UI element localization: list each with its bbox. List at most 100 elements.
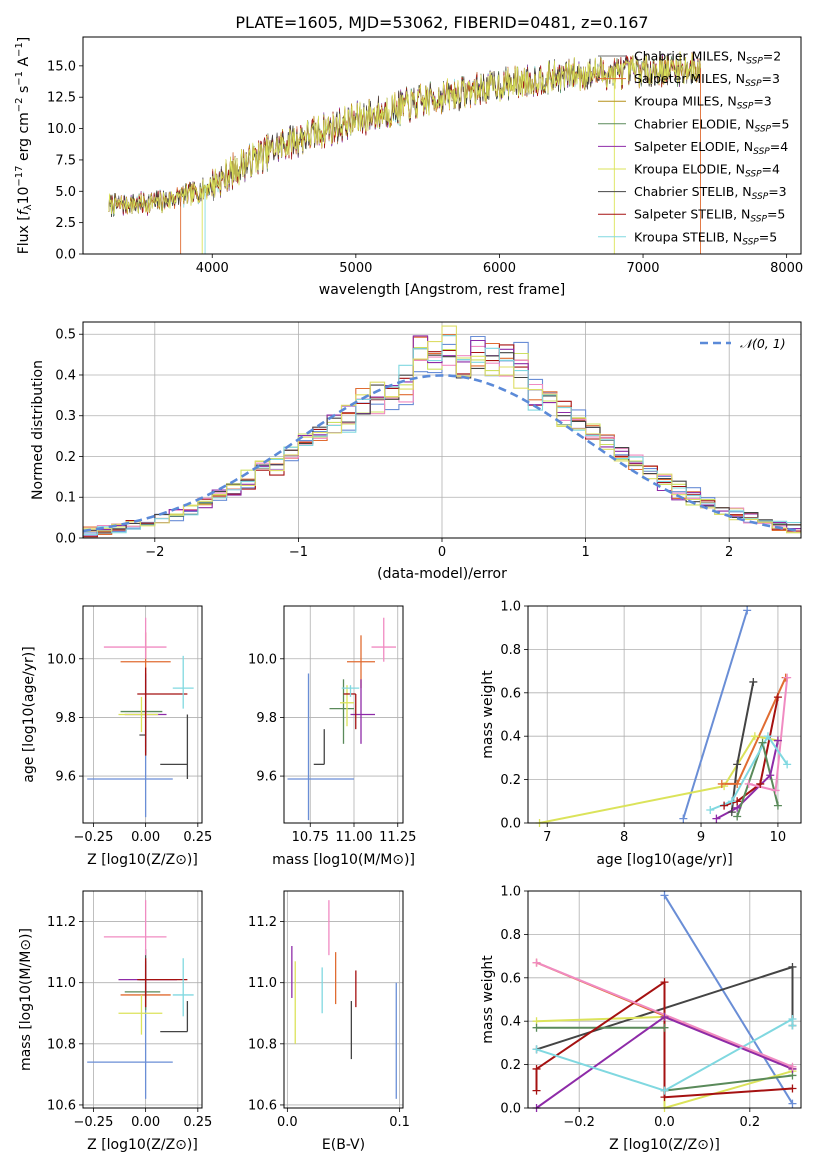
age_vs_Z-ylabel: age [log10(age/yr)] — [21, 646, 37, 782]
spectrum-ytick-label: 5.0 — [55, 185, 76, 200]
weight_vs_age-point-marker — [771, 786, 780, 795]
spectrum-ytick-label: 7.5 — [55, 153, 76, 168]
weight_vs_age-ylabel: mass weight — [480, 670, 496, 759]
spectrum-xtick-label: 5000 — [339, 261, 372, 276]
weight_vs_Z-ytick-label: 0.6 — [500, 971, 521, 986]
weight_vs_Z-point-marker — [788, 1062, 797, 1071]
spectrum-line-2 — [108, 51, 701, 215]
weight_vs_age-series-line-4 — [715, 740, 779, 820]
spectrum-ytick-label: 10.0 — [47, 122, 76, 137]
age_vs_Z-axes — [79, 605, 203, 827]
weight_vs_age-series-line-0 — [682, 610, 749, 819]
spectrum-xtick-label: 6000 — [483, 261, 516, 276]
weight_vs_Z-ytick-label: 0.2 — [500, 1058, 521, 1073]
weight_vs_Z-axes — [524, 890, 802, 1112]
spectrum-legend-label: Chabrier MILES, NSSP=2 — [634, 49, 781, 67]
mass_vs_Z-xtick-label: 0.00 — [131, 1115, 160, 1130]
weight_vs_age-point-marker — [773, 736, 782, 745]
spectrum-axes — [79, 36, 802, 258]
weight_vs_age-frame — [527, 605, 802, 824]
weight_vs_Z-point-marker — [788, 962, 797, 971]
weight_vs_age-point-marker — [717, 779, 726, 788]
spectrum-legend-label: Salpeter STELIB, NSSP=5 — [634, 207, 785, 225]
weight_vs_Z-point-marker — [532, 1023, 541, 1032]
weight_vs_age-ytick-label: 0.0 — [500, 817, 521, 832]
residuals-frame — [82, 321, 802, 539]
residual-histogram-8 — [83, 325, 801, 538]
residuals-axes — [79, 321, 802, 542]
spectrum-title: PLATE=1605, MJD=53062, FIBERID=0481, z=0… — [235, 13, 648, 32]
age_vs_Z-xtick-label: 0.00 — [131, 830, 160, 845]
mass_vs_ebv-ytick-label: 10.8 — [248, 1037, 277, 1052]
spectrum-line-6 — [108, 54, 701, 218]
residuals-legend-label: 𝒩(0, 1) — [740, 336, 786, 351]
spectrum-line-3 — [108, 55, 701, 217]
weight_vs_Z-ytick-label: 0.0 — [500, 1102, 521, 1117]
weight_vs_age-plot-area — [528, 606, 801, 823]
residuals-ytick-label: 0.2 — [55, 450, 76, 465]
age_vs_Z-ytick-label: 9.8 — [55, 711, 76, 726]
weight_vs_age-xtick-label: 7 — [543, 830, 551, 845]
weight_vs_age-axes — [524, 605, 802, 827]
mass_vs_Z-ylabel: mass [log10(M/M⊙)] — [18, 928, 34, 1071]
residuals-ytick-label: 0.1 — [55, 491, 76, 506]
weight_vs_Z-point-marker — [532, 1086, 541, 1095]
weight_vs_age-ytick-label: 0.8 — [500, 643, 521, 658]
age_vs_mass-frame — [283, 605, 404, 824]
mass_vs_Z-xlabel: Z [log10(Z/Z⊙)] — [87, 1137, 198, 1153]
mass_vs_Z-xtick-label: 0.25 — [183, 1115, 212, 1130]
weight_vs_Z-ylabel: mass weight — [480, 955, 496, 1044]
spectrum-frame — [82, 36, 802, 255]
spectrum-xtick-label: 8000 — [770, 261, 803, 276]
mass_vs_ebv-xlabel: E(B-V) — [322, 1137, 365, 1153]
weight_vs_age-series-line-5 — [723, 696, 779, 807]
weight_vs_Z-point-marker — [532, 1045, 541, 1054]
age_vs_Z-ytick-label: 10.0 — [47, 652, 76, 667]
age_vs_Z-xtick-label: −0.25 — [74, 830, 114, 845]
mass_vs_Z-ytick-label: 11.2 — [47, 915, 76, 930]
weight_vs_age-point-marker — [783, 760, 792, 769]
weight_vs_Z-point-marker — [660, 978, 669, 987]
residuals-xtick-label: −1 — [289, 545, 308, 560]
spectrum-ytick-label: 15.0 — [47, 59, 76, 74]
weight_vs_Z-point-marker — [660, 1023, 669, 1032]
weight_vs_Z-point-marker — [660, 1012, 669, 1021]
mass_vs_ebv-ytick-label: 10.6 — [248, 1098, 277, 1113]
mass_vs_ebv-ytick-label: 11.0 — [248, 976, 277, 991]
spectrum-legend-label: Chabrier STELIB, NSSP=3 — [634, 184, 787, 202]
mass_vs_ebv-xtick-label: 0.1 — [389, 1115, 410, 1130]
weight_vs_Z-point-marker — [788, 1021, 797, 1030]
spectrum-line-5 — [108, 51, 701, 215]
spectrum-xlabel: wavelength [Angstrom, rest frame] — [319, 282, 565, 298]
weight_vs_age-xtick-label: 9 — [697, 830, 705, 845]
spectrum-line-8 — [108, 51, 701, 216]
weight_vs_age-point-marker — [720, 801, 729, 810]
age_vs_mass-xlabel: mass [log10(M/M⊙)] — [272, 852, 415, 868]
age_vs_Z-ytick-label: 9.6 — [55, 770, 76, 785]
weight_vs_Z-point-marker — [788, 1099, 797, 1108]
weight_vs_age-point-marker — [733, 812, 742, 821]
weight_vs_age-point-marker — [749, 677, 758, 686]
residuals-xtick-label: 1 — [581, 545, 589, 560]
residuals-xlabel: (data-model)/error — [377, 566, 507, 582]
spectrum-legend-label: Kroupa ELODIE, NSSP=4 — [634, 162, 780, 180]
spectrum-ylabel: Flux [fλ10−17 erg cm−2 s−1 A−1] — [14, 37, 34, 255]
residuals-xtick-label: 0 — [438, 545, 446, 560]
mass_vs_ebv-plot-area — [284, 891, 403, 1108]
weight_vs_age-point-marker — [744, 779, 753, 788]
spectrum-plot-area — [108, 51, 701, 254]
weight_vs_age-point-marker — [750, 732, 759, 741]
weight_vs_age-point-marker — [706, 805, 715, 814]
spectrum-legend-label: Salpeter MILES, NSSP=3 — [634, 71, 780, 89]
mass_vs_Z-ytick-label: 11.0 — [47, 976, 76, 991]
weight_vs_Z-xtick-label: −0.2 — [563, 1115, 595, 1130]
weight_vs_Z-point-marker — [788, 1084, 797, 1093]
residuals-ytick-label: 0.5 — [55, 328, 76, 343]
age_vs_Z-plot-area — [83, 606, 202, 823]
weight_vs_Z-ytick-label: 0.8 — [500, 928, 521, 943]
spectrum-legend-label: Salpeter ELODIE, NSSP=4 — [634, 139, 788, 157]
mass_vs_Z-xtick-label: −0.25 — [74, 1115, 114, 1130]
residual-histogram-7 — [83, 335, 801, 538]
spectrum-xtick-label: 4000 — [196, 261, 229, 276]
